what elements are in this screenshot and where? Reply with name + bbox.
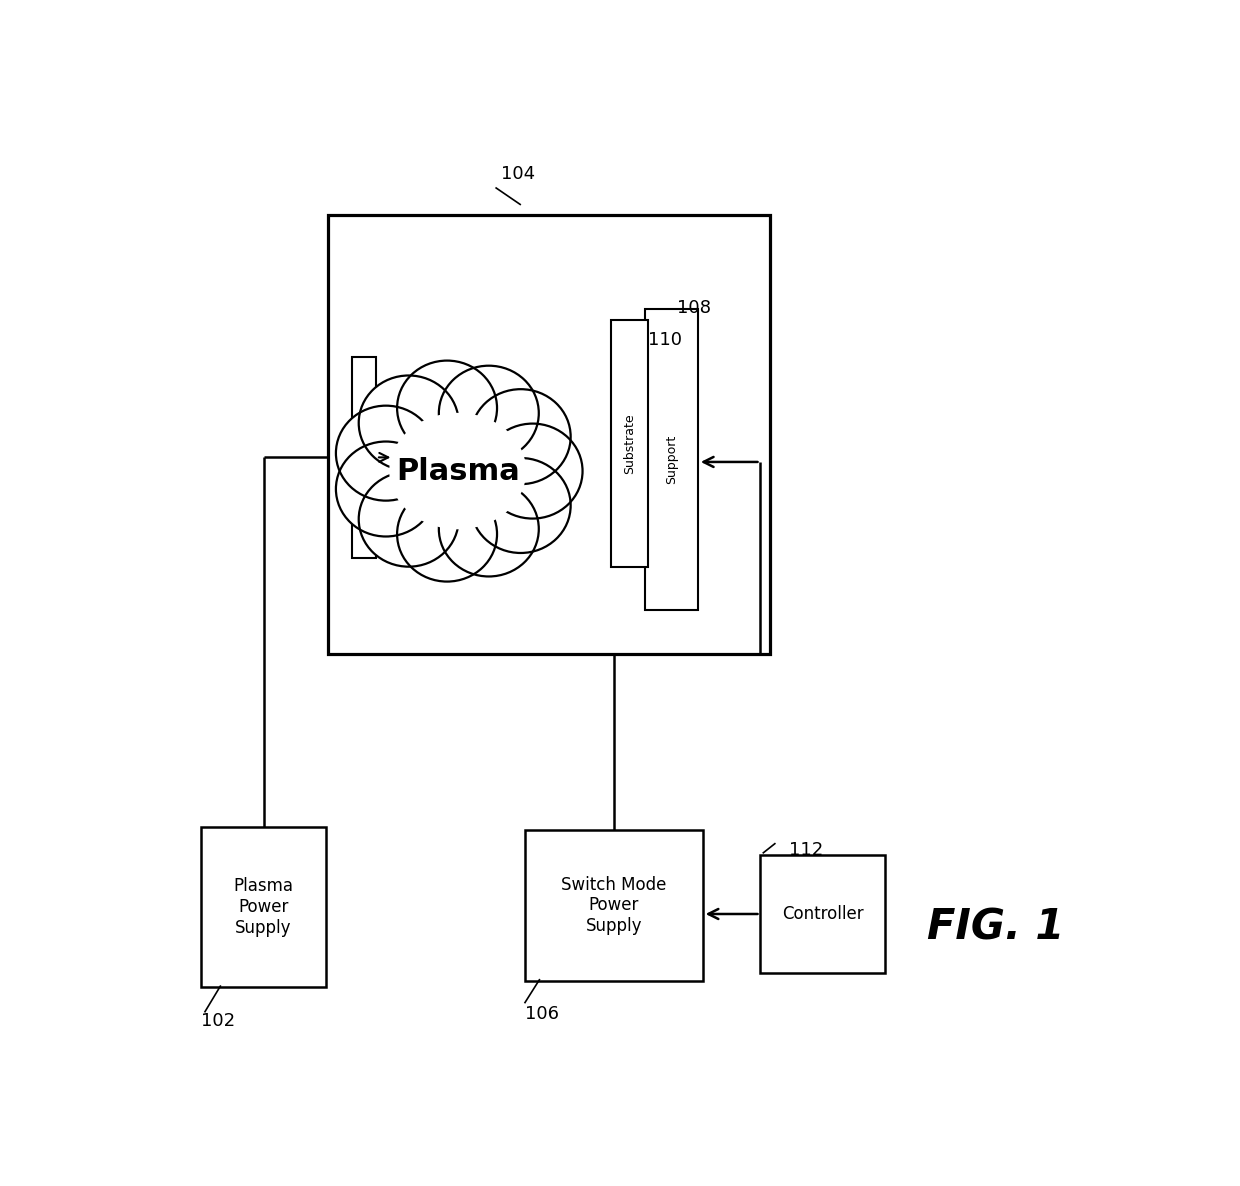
Circle shape [482, 423, 583, 518]
Ellipse shape [389, 413, 526, 529]
Text: 112: 112 [789, 841, 823, 859]
Text: Controller: Controller [782, 905, 864, 923]
Text: 104: 104 [501, 165, 536, 184]
Circle shape [336, 406, 435, 500]
Text: FIG. 1: FIG. 1 [928, 906, 1065, 949]
Bar [611, 320, 649, 567]
Text: Plasma: Plasma [396, 457, 520, 485]
Circle shape [397, 486, 497, 581]
Text: Plasma
Power
Supply: Plasma Power Supply [233, 878, 294, 937]
Bar [645, 308, 698, 610]
Ellipse shape [381, 406, 536, 537]
Text: 108: 108 [677, 299, 711, 318]
Bar [525, 830, 703, 981]
Text: 102: 102 [201, 1012, 236, 1029]
Circle shape [358, 376, 459, 471]
Bar [352, 357, 376, 557]
Text: Support: Support [665, 434, 678, 484]
Text: Substrate: Substrate [624, 414, 636, 474]
Circle shape [397, 361, 497, 455]
Circle shape [471, 458, 570, 553]
Circle shape [439, 365, 539, 460]
Bar [201, 828, 326, 987]
Text: 106: 106 [525, 1006, 559, 1024]
Circle shape [471, 389, 570, 484]
Circle shape [358, 472, 459, 567]
Circle shape [336, 441, 435, 536]
Bar [327, 216, 770, 653]
Text: 110: 110 [649, 331, 682, 350]
Bar [760, 855, 885, 974]
Text: Switch Mode
Power
Supply: Switch Mode Power Supply [562, 875, 667, 935]
Circle shape [439, 482, 539, 576]
